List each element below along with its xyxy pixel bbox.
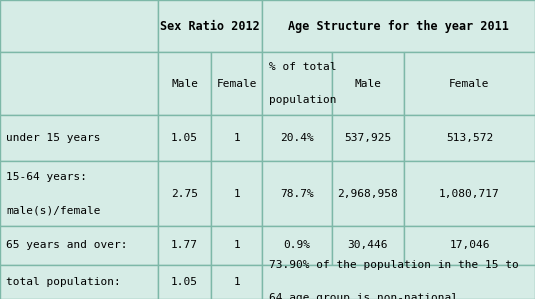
Bar <box>0 52 158 115</box>
Bar <box>262 265 535 299</box>
Text: 1: 1 <box>233 189 240 199</box>
Text: 30,446: 30,446 <box>348 240 388 250</box>
Bar <box>0 265 158 299</box>
Bar <box>262 161 332 226</box>
Text: under 15 years: under 15 years <box>6 133 101 143</box>
Text: 20.4%: 20.4% <box>280 133 314 143</box>
Bar <box>0 115 158 161</box>
Bar <box>158 265 211 299</box>
Bar <box>211 265 262 299</box>
Bar <box>332 52 404 115</box>
Bar <box>211 161 262 226</box>
Bar <box>262 226 332 265</box>
Bar <box>158 52 211 115</box>
Bar <box>262 115 332 161</box>
Bar <box>158 0 262 52</box>
Text: 1.05: 1.05 <box>171 133 198 143</box>
Bar <box>211 115 262 161</box>
Text: 15-64 years:

male(s)/female: 15-64 years: male(s)/female <box>6 172 101 215</box>
Bar <box>158 115 211 161</box>
Bar <box>262 52 332 115</box>
Bar <box>332 161 404 226</box>
Text: 1: 1 <box>233 240 240 250</box>
Text: 513,572: 513,572 <box>446 133 493 143</box>
Bar <box>158 161 211 226</box>
Text: total population:: total population: <box>6 277 121 287</box>
Bar <box>211 52 262 115</box>
Bar <box>332 115 404 161</box>
Text: 1: 1 <box>233 277 240 287</box>
Text: Male: Male <box>171 79 198 89</box>
Bar <box>262 0 535 52</box>
Text: 1: 1 <box>233 133 240 143</box>
Text: Sex Ratio 2012: Sex Ratio 2012 <box>160 20 260 33</box>
Text: 537,925: 537,925 <box>344 133 392 143</box>
Bar <box>332 226 404 265</box>
Bar <box>158 226 211 265</box>
Text: 73.90% of the population in the 15 to

64 age group is non-national: 73.90% of the population in the 15 to 64… <box>269 260 518 299</box>
Text: 65 years and over:: 65 years and over: <box>6 240 128 250</box>
Bar <box>404 226 535 265</box>
Bar <box>0 161 158 226</box>
Text: Female: Female <box>449 79 490 89</box>
Bar <box>404 115 535 161</box>
Text: 1.05: 1.05 <box>171 277 198 287</box>
Text: Age Structure for the year 2011: Age Structure for the year 2011 <box>288 20 509 33</box>
Text: % of total

population: % of total population <box>269 62 336 105</box>
Text: 2.75: 2.75 <box>171 189 198 199</box>
Text: 1,080,717: 1,080,717 <box>439 189 500 199</box>
Text: 2,968,958: 2,968,958 <box>338 189 398 199</box>
Bar <box>404 52 535 115</box>
Text: Male: Male <box>354 79 381 89</box>
Bar <box>211 226 262 265</box>
Text: 78.7%: 78.7% <box>280 189 314 199</box>
Bar <box>0 226 158 265</box>
Text: 17,046: 17,046 <box>449 240 490 250</box>
Bar <box>0 0 158 52</box>
Text: 1.77: 1.77 <box>171 240 198 250</box>
Text: 0.9%: 0.9% <box>284 240 310 250</box>
Text: Female: Female <box>217 79 257 89</box>
Bar <box>404 161 535 226</box>
